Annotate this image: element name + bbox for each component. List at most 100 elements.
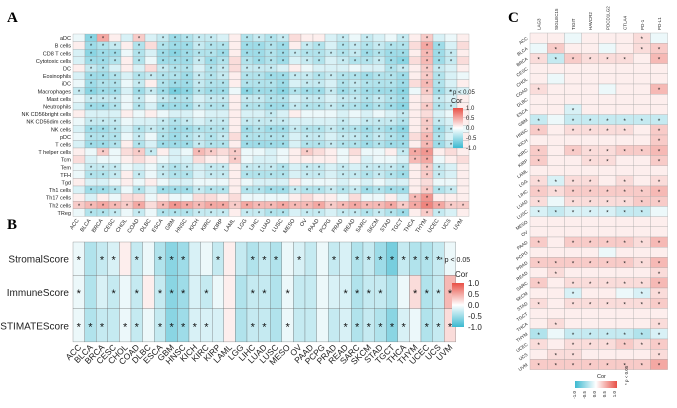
panel-a-cell [96, 155, 110, 164]
panel-a-cell [72, 208, 86, 217]
panel-a-significance-mark: * [354, 97, 357, 103]
panel-a-significance-mark: * [390, 52, 393, 58]
panel-a-cell [276, 64, 290, 73]
panel-c-significance-mark: * [589, 148, 592, 155]
panel-c-col-label: PDCD1LG2 [605, 6, 610, 30]
panel-a-cell [252, 147, 266, 156]
panel-c-cell [615, 226, 634, 238]
panel-a-significance-mark: * [318, 44, 321, 50]
panel-b-cell [119, 241, 132, 276]
panel-c-cell [650, 247, 668, 258]
panel-a-significance-mark: * [306, 166, 309, 172]
panel-c-significance-mark: * [658, 128, 661, 135]
panel-a-cell [264, 193, 278, 202]
panel-c-row-label: GBM [517, 117, 528, 127]
panel-a-significance-mark: * [354, 204, 357, 210]
panel-a-cell [432, 155, 446, 164]
panel-a-significance-mark: * [138, 97, 141, 103]
panel-a-significance-mark: * [222, 97, 225, 103]
panel-a-significance-mark: * [438, 67, 441, 73]
panel-a-cell [144, 140, 158, 149]
panel-c-cell [581, 308, 599, 319]
panel-a-significance-mark: * [366, 90, 369, 96]
panel-c-row-label: THYM [515, 331, 529, 343]
panel-a-cell [288, 94, 302, 103]
panel-a-row-label: pDC [60, 135, 71, 141]
panel-c-cell [529, 63, 548, 74]
panel-a-significance-mark: * [438, 97, 441, 103]
panel-a-cell [360, 193, 374, 202]
panel-c-cell [564, 63, 582, 74]
panel-c-significance-mark: * [623, 128, 626, 135]
panel-a-cell [408, 140, 422, 149]
panel-a-significance-mark: * [114, 82, 117, 88]
panel-a-significance-mark: * [102, 105, 105, 111]
panel-a-significance-mark: * [450, 105, 453, 111]
panel-a-significance-mark: * [246, 143, 249, 149]
panel-c-cell [615, 308, 634, 319]
panel-a-significance-mark: * [390, 128, 393, 134]
panel-a-significance-mark: * [90, 189, 93, 195]
panel-a-significance-mark: * [138, 44, 141, 50]
panel-a-significance-mark: * [138, 59, 141, 65]
panel-c-significance-mark: * [641, 332, 644, 339]
panel-a-cell [384, 33, 398, 42]
panel-a-row-label: B cells [55, 44, 71, 50]
panel-a-significance-mark: * [162, 135, 165, 141]
panel-a-significance-mark: * [198, 59, 201, 65]
panel-c-cell [615, 43, 634, 54]
panel-a-significance-mark: * [366, 59, 369, 65]
panel-a-significance-mark: * [174, 143, 177, 149]
panel-a-significance-mark: * [378, 82, 381, 88]
panel-c-cell [633, 53, 651, 64]
panel-c-significance-mark: * [537, 148, 540, 155]
panel-a-significance-mark: * [282, 173, 285, 179]
panel-a-significance-mark: * [318, 105, 321, 111]
panel-c-cell [633, 83, 651, 95]
panel-b-significance-mark: * [169, 255, 174, 267]
panel-c-cell [615, 349, 634, 360]
panel-c-cell [547, 236, 565, 248]
panel-b-cell [235, 241, 248, 276]
panel-c-significance-mark: * [606, 363, 609, 370]
panel-a-significance-mark: * [246, 59, 249, 65]
panel-a-cell [456, 178, 470, 187]
panel-a-cell [132, 109, 146, 118]
panel-a-significance-mark: * [354, 135, 357, 141]
panel-a-cell [372, 109, 386, 118]
panel-b-significance-mark: * [413, 288, 418, 300]
panel-a-col-label: MESO [282, 218, 297, 235]
panel-a-significance-mark: * [282, 189, 285, 195]
panel-c-cell [615, 287, 634, 299]
panel-a-significance-mark: * [306, 189, 309, 195]
panel-a-cell [372, 33, 386, 42]
panel-a-significance-mark: * [318, 128, 321, 134]
panel-b-significance-mark: * [123, 321, 128, 333]
panel-a-cell [240, 193, 254, 202]
panel-a-significance-mark: * [354, 44, 357, 50]
panel-b-significance-mark: * [343, 321, 348, 333]
panel-a-cell [324, 41, 338, 50]
panel-a-cell [84, 109, 98, 118]
panel-c-significance-mark: * [572, 128, 575, 135]
panel-c-cell [598, 318, 617, 329]
panel-b-significance-mark: * [204, 321, 209, 333]
panel-a-significance-mark: * [318, 166, 321, 172]
panel-a-cell [444, 178, 458, 187]
panel-c-significance-mark: * [623, 281, 626, 288]
panel-c-cell [598, 104, 617, 115]
panel-a-cell [444, 33, 458, 42]
panel-a-significance-mark: * [210, 37, 213, 43]
panel-a-significance-mark: * [282, 135, 285, 141]
panel-c-significance-mark: * [623, 301, 626, 308]
panel-a-cell [120, 33, 134, 42]
panel-c-significance-mark: * [606, 240, 609, 247]
panel-a-significance-mark: * [90, 37, 93, 43]
panel-a-significance-mark: * [390, 143, 393, 149]
panel-a-cell [228, 109, 242, 118]
panel-a-significance-mark: * [426, 204, 429, 210]
panel-a-significance-mark: * [342, 90, 345, 96]
panel-c-cell [615, 165, 634, 176]
panel-a-cell [204, 178, 218, 187]
panel-a-significance-mark: * [378, 189, 381, 195]
